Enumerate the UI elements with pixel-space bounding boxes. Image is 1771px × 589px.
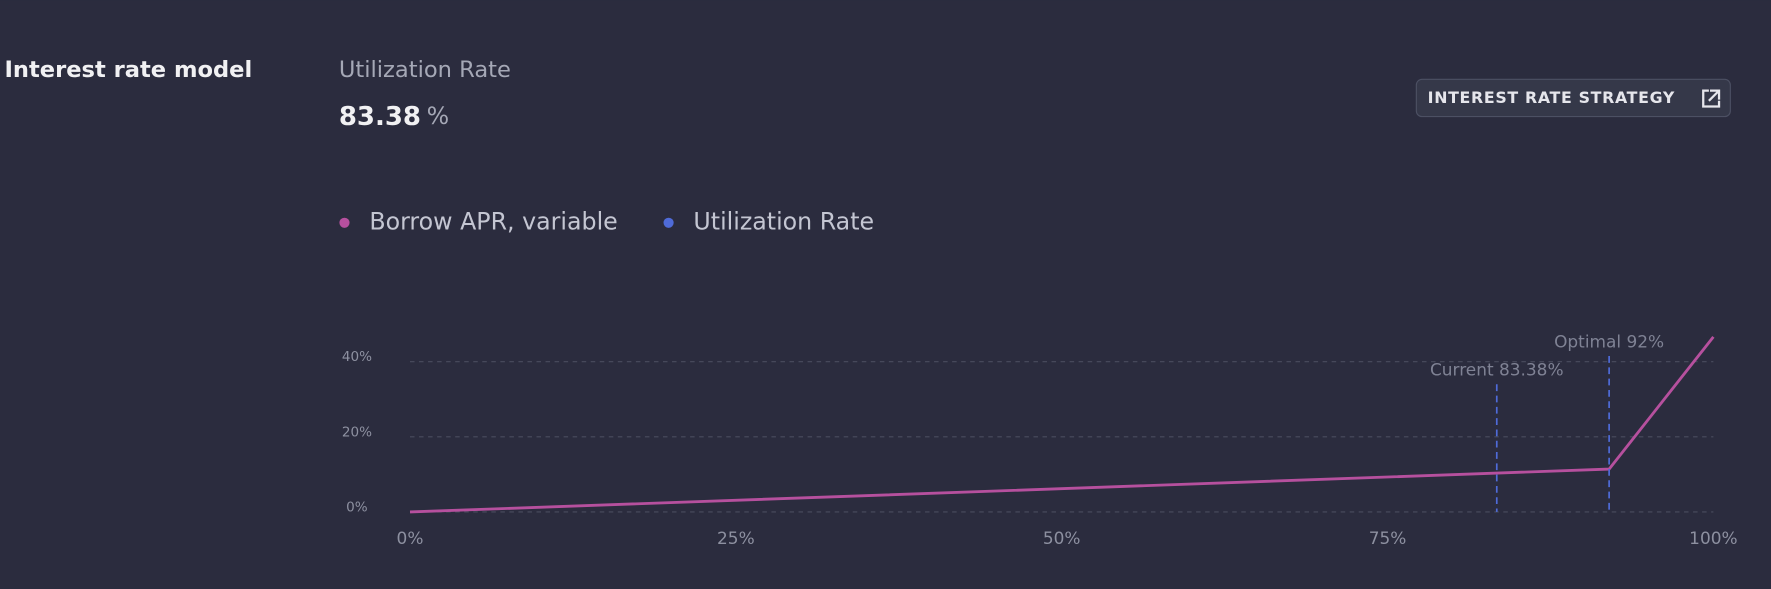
stat-value: 83.38: [339, 102, 421, 132]
y-tick-label: 20%: [342, 424, 372, 440]
strategy-button[interactable]: INTEREST RATE STRATEGY: [1415, 78, 1731, 118]
button-label[interactable]: INTEREST RATE STRATEGY: [1428, 88, 1675, 107]
y-tick-label: 40%: [342, 349, 372, 365]
button-frame[interactable]: [1415, 78, 1731, 118]
legend-label: Borrow APR, variable: [369, 207, 617, 235]
section-title: Interest rate model: [5, 57, 253, 83]
icon-arrow: [1708, 89, 1721, 102]
x-tick-label: 25%: [717, 528, 755, 548]
icon-box: [1702, 89, 1721, 108]
reference-label: Current 83.38%: [1430, 360, 1564, 380]
stat-label: Utilization Rate: [339, 57, 511, 83]
reference-label: Optimal 92%: [1554, 332, 1664, 352]
x-tick-label: 75%: [1369, 528, 1407, 548]
legend-dot: [663, 217, 674, 228]
x-tick-label: 0%: [397, 528, 424, 548]
stat-unit: %: [427, 102, 450, 130]
y-tick-label: 0%: [346, 499, 368, 515]
x-tick-label: 50%: [1043, 528, 1081, 548]
x-tick-label: 100%: [1689, 528, 1737, 548]
external-link-icon: [1702, 89, 1721, 108]
legend-dot: [339, 217, 350, 228]
legend-label: Utilization Rate: [693, 207, 874, 235]
